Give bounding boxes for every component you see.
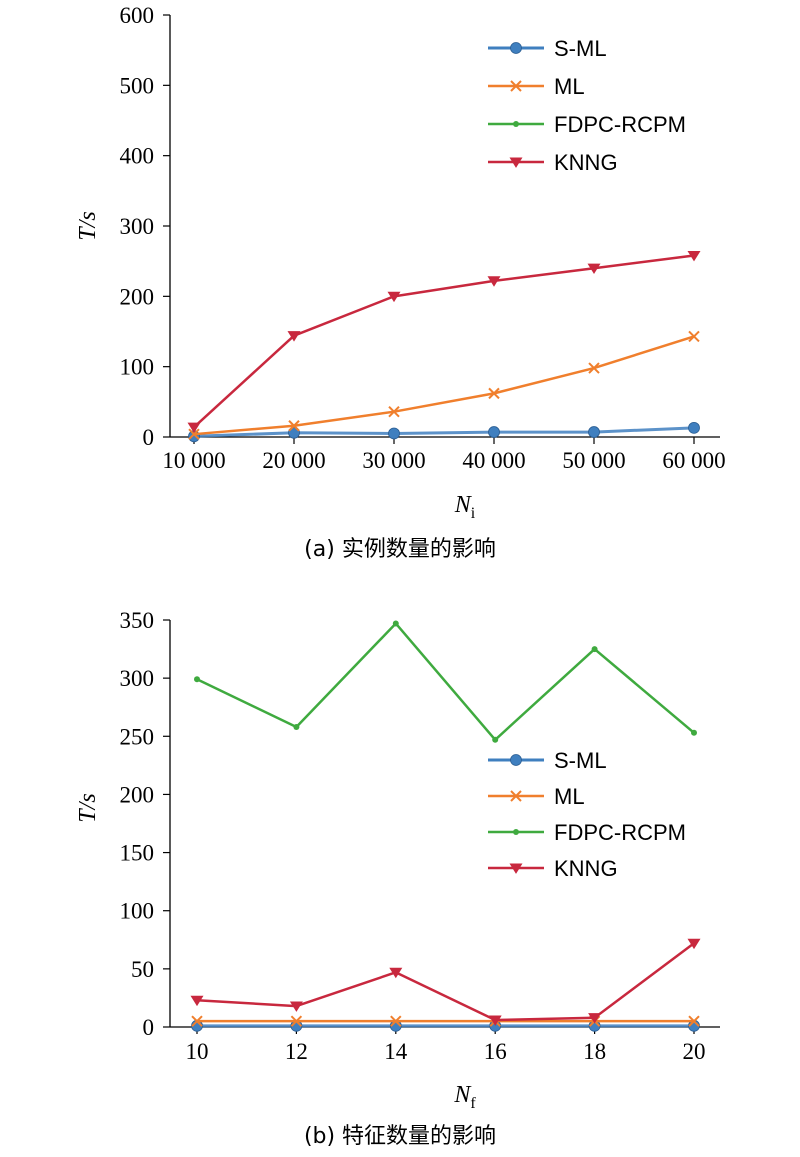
data-point-knng <box>687 250 701 262</box>
data-point-knng <box>687 938 701 950</box>
x-tick-label: 14 <box>384 1039 408 1064</box>
data-point-knng <box>287 331 301 342</box>
legend-marker-fdpc-rcpm <box>513 829 519 835</box>
y-axis-title: T/s <box>75 793 101 822</box>
data-point-ml <box>188 428 200 440</box>
chart-caption: (b) 特征数量的影响 <box>304 1124 496 1149</box>
x-axis-title-sub: i <box>471 505 476 522</box>
data-point-ml <box>290 1015 303 1027</box>
x-tick-label: 30 000 <box>362 448 425 473</box>
x-tick-label: 60 000 <box>662 448 725 473</box>
y-tick-label: 100 <box>120 355 155 380</box>
data-point-s-ml <box>688 421 700 434</box>
series-line-knng <box>196 942 695 1022</box>
legend-marker-ml <box>510 80 522 92</box>
data-point-s-ml <box>588 426 600 438</box>
data-point-s-ml <box>488 426 500 438</box>
y-tick-label: 50 <box>131 957 154 982</box>
data-point-fdpc-rcpm <box>591 646 598 653</box>
data-point-fdpc-rcpm <box>194 676 200 683</box>
legend-label-fdpc-rcpm: FDPC-RCPM <box>554 112 686 137</box>
x-tick-label: 20 000 <box>262 448 325 473</box>
data-point-knng <box>190 995 204 1007</box>
data-point-ml <box>388 405 400 418</box>
y-tick-label: 0 <box>143 425 155 450</box>
x-axis-title-main: N <box>453 1082 472 1108</box>
legend-label-ml: ML <box>554 784 585 809</box>
data-point-knng <box>488 1015 502 1026</box>
x-axis-title: Ni <box>454 492 476 522</box>
x-tick-label: 18 <box>583 1039 606 1064</box>
chart-a: 0 100 200 300 400 500 600 10 000 20 000 30 000 40 … <box>75 3 726 562</box>
data-point-fdpc-rcpm <box>392 620 399 627</box>
legend-marker-fdpc-rcpm <box>513 121 519 127</box>
x-tick-label: 20 <box>683 1039 706 1064</box>
series-line-fdpc-rcpm <box>196 622 695 742</box>
data-point-ml <box>488 387 500 400</box>
legend-marker-ml <box>510 790 522 802</box>
x-tick-label: 40 000 <box>462 448 525 473</box>
data-point-knng <box>387 291 401 303</box>
data-point-fdpc-rcpm <box>691 729 697 736</box>
data-point-knng <box>487 276 501 287</box>
data-point-ml <box>288 420 300 432</box>
legend-label-s-ml: S-ML <box>554 748 607 773</box>
x-tick-label: 10 000 <box>162 448 225 473</box>
data-point-fdpc-rcpm <box>293 723 300 730</box>
legend-marker-knng <box>509 863 523 874</box>
data-point-knng <box>187 422 201 434</box>
legend-label-s-ml: S-ML <box>554 36 607 61</box>
x-tick-label: 16 <box>484 1039 507 1064</box>
y-tick-label: 350 <box>120 608 155 633</box>
data-point-ml <box>688 330 700 343</box>
data-point-ml <box>688 1015 700 1027</box>
y-tick-label: 300 <box>120 666 155 691</box>
y-tick-label: 300 <box>120 214 155 239</box>
legend-label-fdpc-rcpm: FDPC-RCPM <box>554 820 686 845</box>
data-point-ml <box>588 362 600 374</box>
y-tick-label: 250 <box>120 724 155 749</box>
y-tick-label: 100 <box>120 899 155 924</box>
y-tick-label: 200 <box>120 284 155 309</box>
x-tick-label: 50 000 <box>562 448 625 473</box>
y-tick-label: 200 <box>120 782 155 807</box>
chart-caption: (a) 实例数量的影响 <box>304 537 496 562</box>
data-point-fdpc-rcpm <box>492 736 499 743</box>
legend-marker-s-ml <box>510 42 522 54</box>
data-point-s-ml <box>388 427 400 440</box>
data-point-knng <box>587 263 601 275</box>
y-tick-label: 150 <box>120 841 155 866</box>
x-tick-label: 12 <box>285 1039 308 1064</box>
data-point-ml <box>390 1015 402 1027</box>
data-point-knng <box>289 1001 303 1012</box>
data-point-knng <box>389 967 403 979</box>
legend-marker-knng <box>509 157 523 168</box>
chart-b: 0 50 100 150 200 250 300 350 10 12 14 16 18 20 Nf T/s S-… <box>75 608 720 1149</box>
series-line-knng <box>193 254 695 429</box>
series-line-s-ml <box>193 426 695 438</box>
legend-marker-s-ml <box>510 754 522 766</box>
x-axis-title-main: N <box>454 492 473 518</box>
x-axis-title-sub: f <box>470 1095 476 1112</box>
data-point-knng <box>588 1013 602 1024</box>
series-line-ml <box>193 335 695 436</box>
legend-label-knng: KNNG <box>554 856 618 881</box>
y-tick-label: 400 <box>120 144 155 169</box>
y-tick-label: 500 <box>120 73 155 98</box>
y-tick-label: 600 <box>120 3 155 28</box>
x-tick-label: 10 <box>186 1039 209 1064</box>
y-tick-label: 0 <box>143 1015 155 1040</box>
legend-label-ml: ML <box>554 74 585 99</box>
y-axis-title: T/s <box>75 211 101 240</box>
x-axis-title: Nf <box>453 1082 476 1112</box>
data-point-ml <box>191 1015 203 1027</box>
legend-label-knng: KNNG <box>554 150 618 175</box>
data-point-s-ml <box>288 426 300 439</box>
